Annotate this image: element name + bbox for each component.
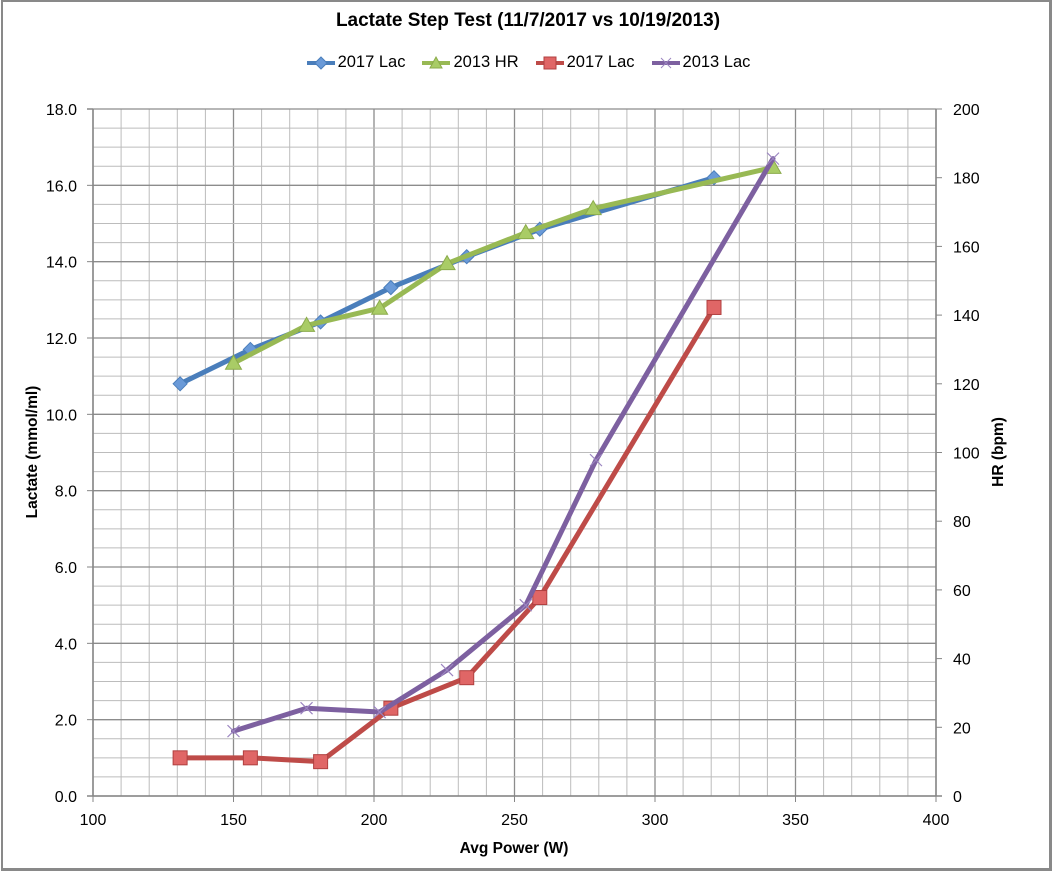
y2-tick-label: 0: [953, 789, 962, 806]
series-2: [172, 299, 722, 770]
triangle-icon: [429, 55, 444, 68]
y2-tick-label: 140: [953, 308, 980, 325]
x-marker: [519, 598, 533, 612]
legend-label: 2013 Lac: [682, 53, 751, 71]
triangle-marker: [224, 354, 243, 370]
triangle-marker: [370, 299, 389, 315]
triangle-marker: [516, 223, 535, 240]
x-marker: [227, 724, 240, 738]
x-marker: [373, 705, 387, 719]
y2-tick-label: 60: [953, 583, 971, 600]
y-tick-label: 10.0: [46, 407, 77, 424]
square-marker: [532, 590, 548, 606]
y-tick-label: 14.0: [46, 255, 77, 272]
diamond-marker: [383, 279, 399, 296]
x-marker: [300, 701, 313, 715]
legend: 2017 Lac 2013 HR 2017 Lac 2013 Lac: [0, 53, 1056, 72]
x-marker: [589, 453, 603, 467]
x-tick-label: 300: [642, 812, 669, 829]
square-marker: [242, 750, 258, 766]
x-tick-label: 150: [220, 812, 247, 829]
y2-axis-title: HR (bpm): [990, 417, 1007, 487]
y2-tick-label: 180: [953, 171, 980, 188]
y2-tick-label: 160: [953, 239, 980, 256]
x-axis-title: Avg Power (W): [460, 840, 569, 857]
y-tick-label: 4.0: [55, 636, 77, 653]
y-tick-label: 16.0: [46, 178, 77, 195]
legend-swatch-icon: [422, 55, 451, 68]
series-1: [224, 158, 782, 370]
legend-item: 2013 HR: [421, 53, 519, 72]
legend-item: 2017 Lac: [306, 53, 406, 72]
y-axis-title: Lactate (mmol/ml): [24, 386, 41, 519]
y2-tick-label: 80: [953, 514, 971, 531]
y2-tick-label: 40: [953, 652, 971, 669]
triangle-marker: [438, 254, 456, 271]
legend-label: 2017 Lac: [337, 53, 406, 71]
legend-label: 2013 HR: [453, 53, 519, 71]
x-tick-label: 200: [361, 812, 388, 829]
triangle-marker: [584, 199, 603, 216]
square-marker: [459, 670, 475, 686]
data-series: [172, 152, 782, 770]
legend-swatch-icon: [306, 55, 335, 70]
x-tick-label: 100: [80, 812, 107, 829]
square-marker: [706, 299, 722, 315]
legend-label: 2017 Lac: [566, 53, 635, 71]
axes: 100 150 200 250 300 350 4000.02.04.06.08.010.0…: [46, 102, 980, 829]
y2-tick-label: 20: [953, 720, 971, 737]
series-3: [227, 152, 780, 738]
x-marker: [440, 663, 454, 677]
diamond-marker: [172, 376, 188, 392]
diamond-icon: [313, 55, 328, 70]
y2-tick-label: 100: [953, 446, 980, 463]
y-tick-label: 12.0: [46, 331, 77, 348]
legend-item: 2017 Lac: [535, 53, 635, 72]
x-icon: [660, 57, 671, 68]
y2-tick-label: 200: [953, 102, 980, 119]
square-marker: [172, 750, 188, 766]
square-marker: [313, 754, 329, 770]
legend-item: 2013 Lac: [651, 53, 751, 72]
chart-title: Lactate Step Test (11/7/2017 vs 10/19/20…: [335, 10, 721, 31]
series-line: [231, 164, 776, 366]
series-line: [177, 304, 717, 765]
square-icon: [543, 56, 557, 69]
y-tick-label: 18.0: [46, 102, 77, 119]
x-tick-label: 350: [782, 812, 809, 829]
x-tick-label: 400: [923, 812, 950, 829]
triangle-marker: [297, 316, 316, 332]
legend-swatch-icon: [651, 57, 680, 68]
x-tick-label: 250: [501, 812, 528, 829]
y-tick-label: 6.0: [55, 560, 77, 577]
y-tick-label: 2.0: [55, 713, 77, 730]
x-marker: [766, 152, 780, 166]
legend-swatch-icon: [535, 56, 564, 69]
y2-tick-label: 120: [953, 377, 980, 394]
y-tick-label: 0.0: [55, 789, 77, 806]
gridlines: [92, 108, 937, 797]
y-tick-label: 8.0: [55, 484, 77, 501]
